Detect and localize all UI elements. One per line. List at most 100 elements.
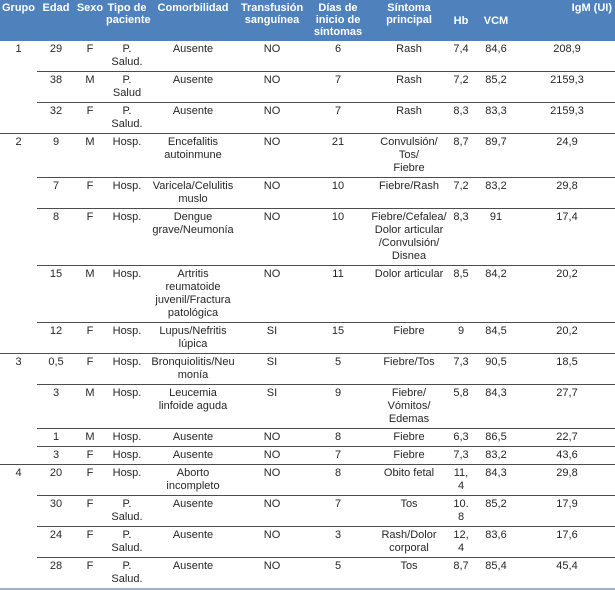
cell-igm: 27,7 — [519, 384, 615, 429]
cell-sexo: M — [75, 384, 105, 429]
cell-sexo: M — [75, 265, 105, 323]
cell-comorbilidad: Leucemia linfoide aguda — [149, 384, 237, 429]
cell-igm: 17,6 — [519, 526, 615, 558]
cell-comorbilidad: Ausente — [149, 526, 237, 558]
cell-tipo: Hosp. — [105, 265, 149, 323]
cell-dias: 7 — [307, 71, 369, 103]
cell-dias: 15 — [307, 322, 369, 354]
table-row: 1 M Hosp. Ausente NO 8 Fiebre 6,3 86,5 22,7 — [0, 428, 615, 447]
cell-hb: 8,3 — [449, 102, 473, 134]
cell-edad: 20 — [37, 464, 75, 496]
group-number-cell: 2 — [0, 133, 37, 354]
cell-hb: 10.8 — [449, 495, 473, 527]
column-header-igm: IgM (UI) — [519, 0, 615, 41]
table-row: 38 M P. Salud Ausente NO 7 Rash 7,2 85,2 2159,3 — [0, 71, 615, 103]
column-header-vcm: VCM — [473, 0, 519, 41]
cell-transfusion: NO — [237, 265, 307, 323]
cell-hb: 11,4 — [449, 464, 473, 496]
cell-sexo: F — [75, 177, 105, 209]
cell-edad: 32 — [37, 102, 75, 134]
cell-dias: 10 — [307, 177, 369, 209]
table-row: 3 F Hosp. Ausente NO 7 Fiebre 7,3 83,2 43,6 — [0, 446, 615, 465]
cell-vcm: 84,3 — [473, 464, 519, 496]
group-number-cell: 3 — [0, 353, 37, 465]
cell-dias: 11 — [307, 265, 369, 323]
column-header-hb: Hb — [449, 0, 473, 41]
table-row: 2 9 M Hosp. Encefalitis autoinmune NO 21 Convul… — [0, 133, 615, 354]
cell-tipo: P. Salud. — [105, 41, 149, 72]
cell-dias: 3 — [307, 526, 369, 558]
cell-tipo: Hosp. — [105, 208, 149, 266]
cell-tipo: P. Salud. — [105, 102, 149, 134]
column-header-grupo: Grupo — [0, 0, 37, 41]
cell-hb: 7,3 — [449, 353, 473, 385]
cell-igm: 2159,3 — [519, 71, 615, 103]
cell-transfusion: NO — [237, 41, 307, 72]
cell-dias: 7 — [307, 495, 369, 527]
cell-dias: 5 — [307, 353, 369, 385]
cell-dias: 5 — [334, 560, 342, 572]
cell-hb: 8,7 — [453, 560, 469, 572]
cell-transfusion: SI — [237, 384, 307, 429]
cell-edad: 0,5 — [37, 353, 75, 385]
cell-vcm: 83,2 — [473, 177, 519, 209]
cell-vcm: 83,3 — [473, 102, 519, 134]
cell-vcm: 85,4 — [485, 560, 507, 572]
cell-comorbilidad: Dengue grave/Neumonía — [149, 208, 237, 266]
cell-dias: 7 — [307, 446, 369, 465]
cell-edad: 9 — [37, 133, 75, 178]
table-row: 32 F P. Salud. Ausente NO 7 Rash 8,3 83,3 2159,3 — [0, 102, 615, 134]
table-row: 8 F Hosp. Dengue grave/Neumonía NO 10 Fiebre/C… — [0, 208, 615, 266]
cell-igm: 29,8 — [519, 177, 615, 209]
cell-comorbilidad: Ausente — [149, 428, 237, 447]
table-row: 1 29 F P. Salud. Ausente NO 6 Rash 7,4 84,6 208,9 — [0, 41, 615, 134]
table-row: 7 F Hosp. Varicela/Celulitis muslo NO 10 Fiebr… — [0, 177, 615, 209]
column-header-tipo: Tipo de paciente — [105, 0, 151, 41]
cell-comorbilidad: Ausente — [149, 495, 237, 527]
cell-sexo: F — [75, 322, 105, 354]
cell-transfusion: NO — [237, 102, 307, 134]
cell-transfusion: SI — [237, 353, 307, 385]
cell-comorbilidad: Varicela/Celulitis muslo — [149, 177, 237, 209]
cell-transfusion: NO — [237, 428, 307, 447]
cell-edad: 3 — [37, 446, 75, 465]
cell-sexo: F — [75, 464, 105, 496]
cell-edad: 38 — [37, 71, 75, 103]
table-row: 12 F Hosp. Lupus/Nefritis lúpica SI 15 Fiebre 9… — [0, 322, 615, 354]
table-row: 15 M Hosp. Artritis reumatoide juvenil/Frac… — [0, 265, 615, 323]
table-row: 3 0,5 F Hosp. Bronquiolitis/Neumonía SI 5 Fiebr… — [0, 353, 615, 465]
cell-sexo: M — [75, 428, 105, 447]
header-row: Grupo Edad Sexo Tipo de paciente Comorbi… — [0, 0, 615, 41]
cell-dias: 6 — [307, 41, 369, 72]
cell-comorbilidad: Encefalitis autoinmune — [149, 133, 237, 178]
cell-hb: 7,2 — [449, 177, 473, 209]
cell-edad: 30 — [37, 495, 75, 527]
cell-sintoma: Rash — [369, 41, 449, 72]
cell-sintoma: Fiebre — [369, 428, 449, 447]
cell-igm: 20,2 — [519, 265, 615, 323]
cell-edad: 1 — [37, 428, 75, 447]
cell-transfusion: NO — [263, 560, 281, 572]
cell-tipo: Hosp. — [105, 384, 149, 429]
cell-vcm: 83,6 — [473, 526, 519, 558]
cell-sintoma: Tos — [369, 495, 449, 527]
cell-sintoma: Fiebre/Rash — [369, 177, 449, 209]
cell-sintoma: Fiebre/ Vómitos/ Edemas — [369, 384, 449, 429]
cell-transfusion: SI — [237, 322, 307, 354]
cell-sexo: F — [75, 41, 105, 72]
cell-vcm: 84,3 — [473, 384, 519, 429]
table-row: 28 F P. Salud. Ausente NO 5 Tos 8,7 85,4 45,4 — [0, 558, 615, 590]
cell-sexo: F — [75, 495, 105, 527]
cell-transfusion: NO — [237, 71, 307, 103]
cell-tipo: Hosp. — [105, 464, 149, 496]
group-number-cell: 1 — [0, 41, 37, 134]
cell-tipo: Hosp. — [105, 428, 149, 447]
column-header-sintoma: Síntoma principal — [369, 0, 449, 41]
cell-edad: 8 — [37, 208, 75, 266]
cell-sexo: F — [75, 353, 105, 385]
column-header-transfusion: Transfusión sanguínea — [237, 0, 307, 41]
cell-edad: 3 — [37, 384, 75, 429]
cell-edad: 7 — [37, 177, 75, 209]
